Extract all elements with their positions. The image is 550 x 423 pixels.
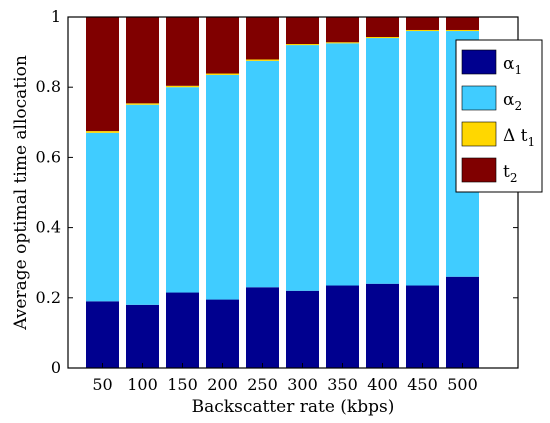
bar-segment-500-s3 [446,29,479,32]
bar-segment-350-s2 [326,43,359,286]
x-tick-label-300: 300 [287,375,318,394]
y-tick-label: 0.6 [36,147,61,166]
bar-segment-300-s3 [286,44,319,46]
legend-label-3: Δ t1 [503,126,535,149]
x-tick-label-150: 150 [167,375,198,394]
bar-segment-250-s2 [246,60,279,288]
bar-segment-250-s4 [246,17,279,60]
bar-segment-450-s4 [406,17,439,30]
bar-segment-300-s2 [286,45,319,291]
x-tick-label-200: 200 [207,375,238,394]
bar-segment-350-s3 [326,42,359,44]
bar-segment-100-s3 [126,103,159,105]
bar-segment-450-s3 [406,29,439,32]
bar-segment-200-s4 [206,17,239,74]
x-axis-label: Backscatter rate (kbps) [192,397,395,417]
bar-segment-150-s2 [166,87,199,293]
bar-segment-50-s4 [86,17,119,132]
bar-segment-200-s1 [206,299,239,368]
bar-segment-150-s4 [166,17,199,86]
bar-segment-50-s3 [86,131,119,133]
x-tick-label-100: 100 [127,375,158,394]
bar-segment-300-s4 [286,17,319,45]
legend-swatch-3 [461,121,497,147]
y-tick-label: 0.2 [36,288,61,307]
bar-segment-450-s2 [406,31,439,286]
bar-segment-500-s4 [446,17,479,30]
bar-segment-400-s3 [366,37,399,39]
bar-segment-450-s1 [406,285,439,368]
y-tick-label: 0.8 [36,77,61,96]
legend-swatch-2 [461,85,497,111]
bar-segment-350-s1 [326,285,359,368]
bar-segment-50-s2 [86,132,119,302]
bar-segment-150-s3 [166,85,199,88]
bar-segment-400-s4 [366,17,399,38]
x-axis-ticks: 50 100 150 200 250 300 350 400 450 500 [92,363,478,394]
y-axis-ticks: 0 0.2 0.4 0.6 0.8 1 [36,7,518,377]
bar-segment-500-s1 [446,276,479,368]
bar-segment-100-s2 [126,104,159,305]
bar-segment-250-s1 [246,287,279,368]
x-tick-label-400: 400 [367,375,398,394]
y-tick-label: 1 [51,7,61,26]
y-axis-label: Average optimal time allocation [11,55,31,331]
bar-segment-350-s4 [326,17,359,43]
x-tick-label-50: 50 [92,375,112,394]
bar-segment-100-s4 [126,17,159,104]
x-tick-label-450: 450 [407,375,438,394]
bar-segment-300-s1 [286,290,319,368]
bar-segment-100-s1 [126,304,159,368]
bar-segment-250-s3 [246,59,279,61]
bar-segment-50-s1 [86,301,119,368]
legend-swatch-1 [461,49,497,75]
y-tick-label: 0 [51,358,61,377]
bar-segment-400-s2 [366,38,399,284]
bar-segment-150-s1 [166,292,199,368]
legend-swatch-4 [461,157,497,183]
bar-segment-200-s3 [206,73,239,75]
bar-segment-400-s1 [366,283,399,368]
x-tick-label-250: 250 [247,375,278,394]
x-tick-label-350: 350 [327,375,358,394]
bars-group [86,17,479,368]
bar-segment-200-s2 [206,74,239,300]
x-tick-label-500: 500 [447,375,478,394]
y-tick-label: 0.4 [36,218,61,237]
